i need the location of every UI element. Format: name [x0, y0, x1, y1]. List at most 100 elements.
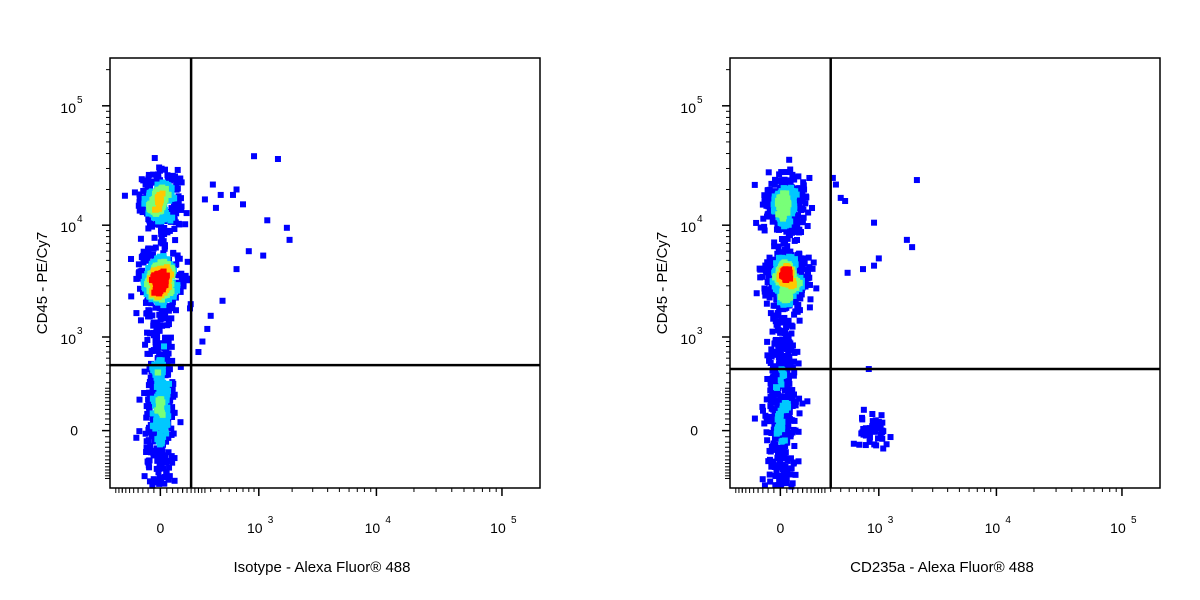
event-dot [766, 193, 773, 200]
event-dot [144, 310, 151, 317]
x-axis-label: Isotype - Alexa Fluor® 488 [234, 559, 411, 576]
event-dot [147, 217, 154, 224]
event-dot [770, 458, 777, 465]
event-dot [168, 205, 175, 212]
scatter-point [212, 204, 219, 211]
event-dot [141, 473, 148, 480]
svg-text:5: 5 [77, 95, 83, 106]
event-dot [155, 469, 162, 476]
scatter-point [233, 186, 240, 193]
event-dot [778, 169, 785, 176]
event-dot [163, 438, 170, 445]
event-dot [141, 285, 148, 292]
event-dot [763, 269, 770, 276]
event-dot [771, 291, 778, 298]
event-dot [764, 259, 771, 266]
event-dot [135, 270, 142, 277]
event-dot [774, 351, 781, 358]
event-dot [160, 302, 167, 309]
event-dot [804, 398, 811, 405]
event-dot [135, 261, 142, 268]
event-dot [794, 303, 801, 310]
event-dot [794, 216, 801, 223]
event-dot [778, 182, 785, 189]
event-dot [155, 365, 162, 372]
event-dot [159, 425, 166, 432]
event-dot [796, 205, 803, 212]
event-dot [174, 272, 181, 279]
event-dot [164, 268, 171, 275]
event-dot [171, 477, 178, 484]
event-dot [763, 396, 770, 403]
svg-text:5: 5 [1131, 515, 1137, 526]
event-dot [174, 178, 181, 185]
event-dot [150, 245, 157, 252]
event-dot [780, 476, 787, 483]
event-dot [784, 466, 791, 473]
event-dot [159, 240, 166, 247]
event-dot [141, 200, 148, 207]
event-dot [166, 397, 173, 404]
event-dot [776, 429, 783, 436]
event-dot [761, 420, 768, 427]
event-dot [140, 289, 147, 296]
event-dot [168, 315, 175, 322]
event-dot [803, 194, 810, 201]
event-dot [140, 187, 147, 194]
svg-text:10: 10 [365, 520, 381, 536]
event-dot [183, 210, 190, 217]
event-dot [869, 410, 876, 417]
event-dot [168, 431, 175, 438]
event-dot [150, 171, 157, 178]
event-dot [862, 425, 869, 432]
event-dot [777, 337, 784, 344]
event-dot [769, 328, 776, 335]
y-tick-label: 10 4 [680, 214, 703, 235]
event-dot [178, 270, 185, 277]
event-dot [146, 478, 153, 485]
event-dot [783, 269, 790, 276]
event-dot [792, 308, 799, 315]
event-dot [791, 442, 798, 449]
event-dot [154, 299, 161, 306]
event-dot [799, 400, 806, 407]
event-dot [169, 214, 176, 221]
event-dot [155, 452, 162, 459]
event-dot [813, 285, 820, 292]
event-dot [809, 204, 816, 211]
event-dot [785, 372, 792, 379]
x-tick-label: 10 3 [867, 515, 894, 536]
event-dot [781, 293, 788, 300]
event-dot [153, 172, 160, 179]
event-dot [133, 434, 140, 441]
event-dot [157, 381, 164, 388]
event-dot [159, 399, 166, 406]
event-dot [149, 427, 156, 434]
event-dot [782, 273, 789, 280]
event-dot [137, 317, 144, 324]
event-dot [160, 452, 167, 459]
svg-text:0: 0 [70, 423, 78, 439]
event-dot [790, 372, 797, 379]
event-dot [156, 431, 163, 438]
event-dot [761, 285, 768, 292]
event-dot [759, 476, 766, 483]
scatter-point [201, 196, 208, 203]
event-dot [136, 191, 143, 198]
event-dot [176, 221, 183, 228]
event-dot [761, 223, 768, 230]
event-dot [162, 243, 169, 250]
event-dot [173, 210, 180, 217]
event-dot [139, 209, 146, 216]
event-dot [168, 343, 175, 350]
density-points [121, 153, 293, 489]
scatter-point [199, 338, 206, 345]
event-dot [166, 464, 173, 471]
event-dot [131, 189, 138, 196]
scatter-point [251, 153, 258, 160]
event-dot [753, 219, 760, 226]
event-dot [162, 305, 169, 312]
scatter-point [909, 244, 916, 251]
scatter-point [913, 177, 920, 184]
event-dot [782, 185, 789, 192]
